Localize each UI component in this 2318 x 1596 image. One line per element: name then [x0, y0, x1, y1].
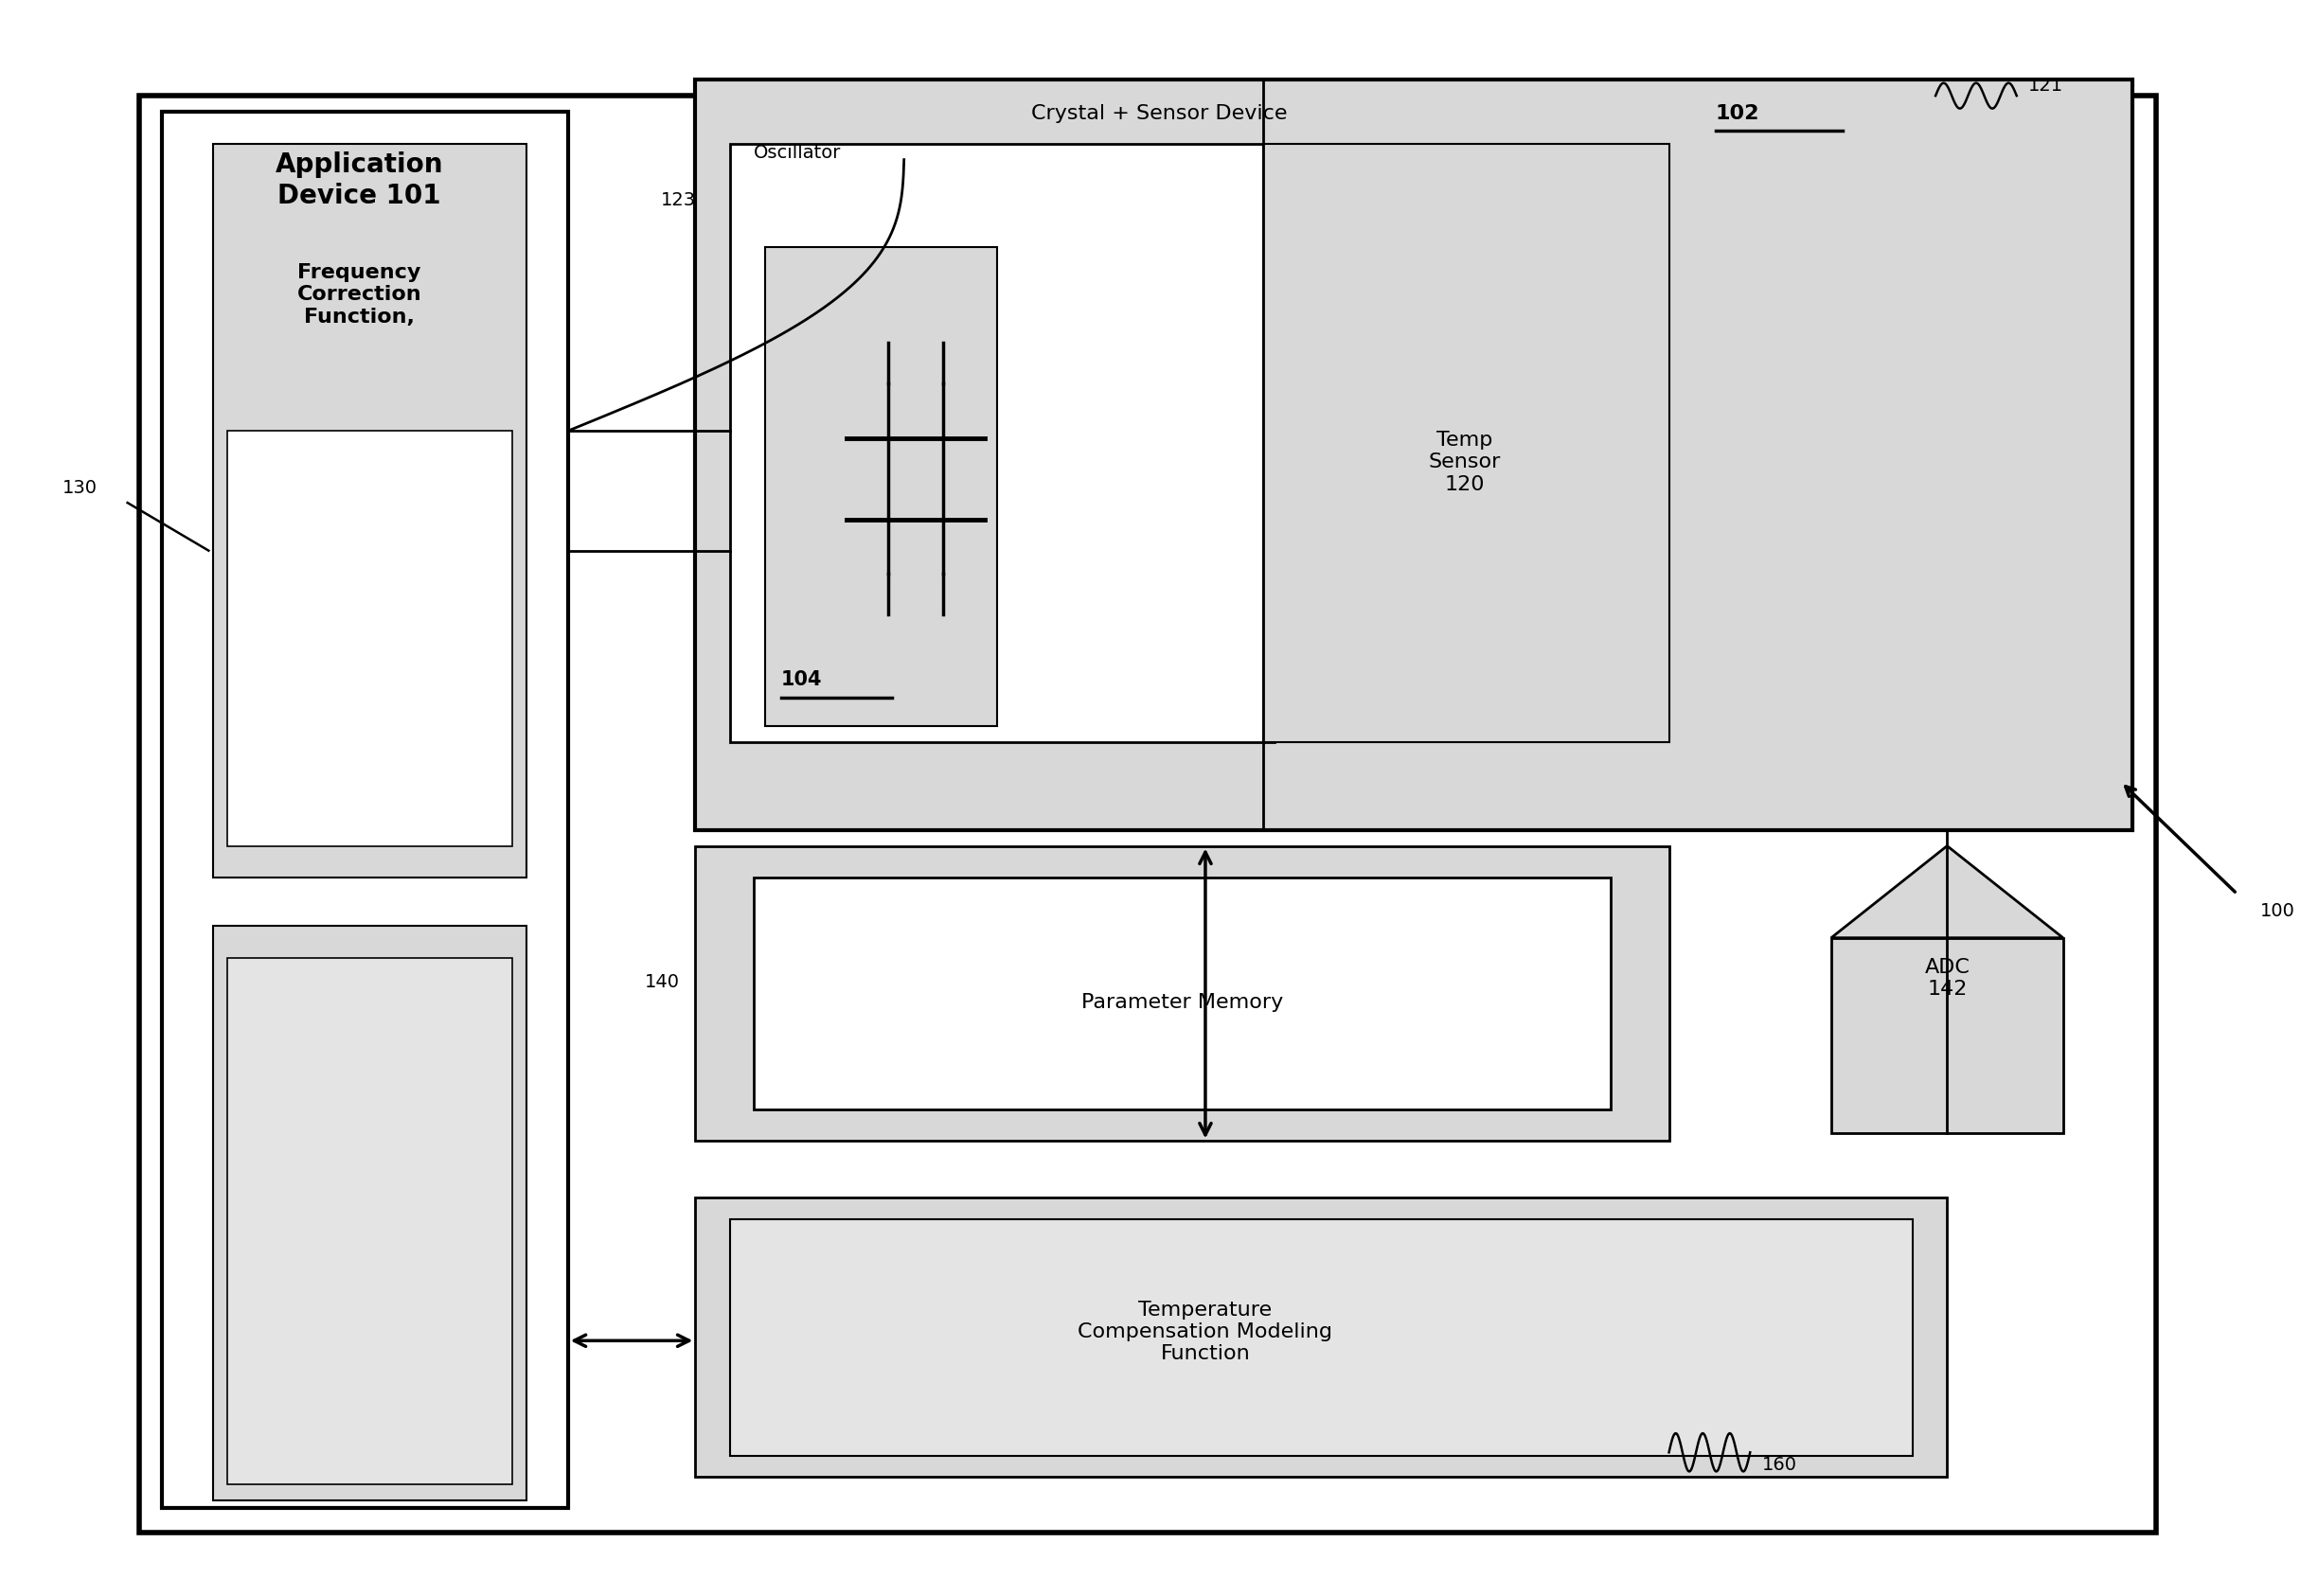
Bar: [1831, 938, 2063, 1133]
Text: ADC
142: ADC 142: [1924, 958, 1970, 999]
Bar: [213, 926, 526, 1500]
Bar: [1263, 80, 2133, 830]
Bar: [765, 247, 997, 726]
Text: Parameter Memory: Parameter Memory: [1080, 993, 1284, 1012]
Bar: [753, 878, 1611, 1109]
Text: Oscillator: Oscillator: [753, 144, 841, 161]
Text: Temp
Sensor
120: Temp Sensor 120: [1428, 431, 1502, 493]
Text: 100: 100: [2260, 902, 2295, 919]
Text: 130: 130: [63, 479, 97, 496]
Text: 123: 123: [661, 192, 695, 209]
Text: 160: 160: [1762, 1456, 1796, 1473]
Bar: [730, 1219, 1912, 1456]
Polygon shape: [1831, 846, 2063, 938]
Bar: [162, 112, 568, 1508]
Text: Frequency
Correction
Function,: Frequency Correction Function,: [297, 263, 422, 326]
Text: 104: 104: [781, 670, 823, 689]
Bar: [227, 958, 512, 1484]
Bar: [695, 1197, 1947, 1476]
Bar: [1263, 144, 1669, 742]
Text: 102: 102: [1715, 104, 1759, 123]
Text: 140: 140: [644, 974, 679, 991]
Text: Crystal + Sensor Device: Crystal + Sensor Device: [1032, 104, 1300, 123]
Bar: [213, 144, 526, 878]
Bar: [695, 846, 1669, 1141]
Bar: [139, 96, 2156, 1532]
Bar: [730, 144, 1275, 742]
Bar: [695, 80, 2133, 830]
Text: 121: 121: [2028, 77, 2063, 94]
Text: Application
Device 101: Application Device 101: [276, 152, 443, 209]
Text: Temperature
Compensation Modeling
Function: Temperature Compensation Modeling Functi…: [1078, 1301, 1333, 1363]
Bar: [227, 431, 512, 846]
